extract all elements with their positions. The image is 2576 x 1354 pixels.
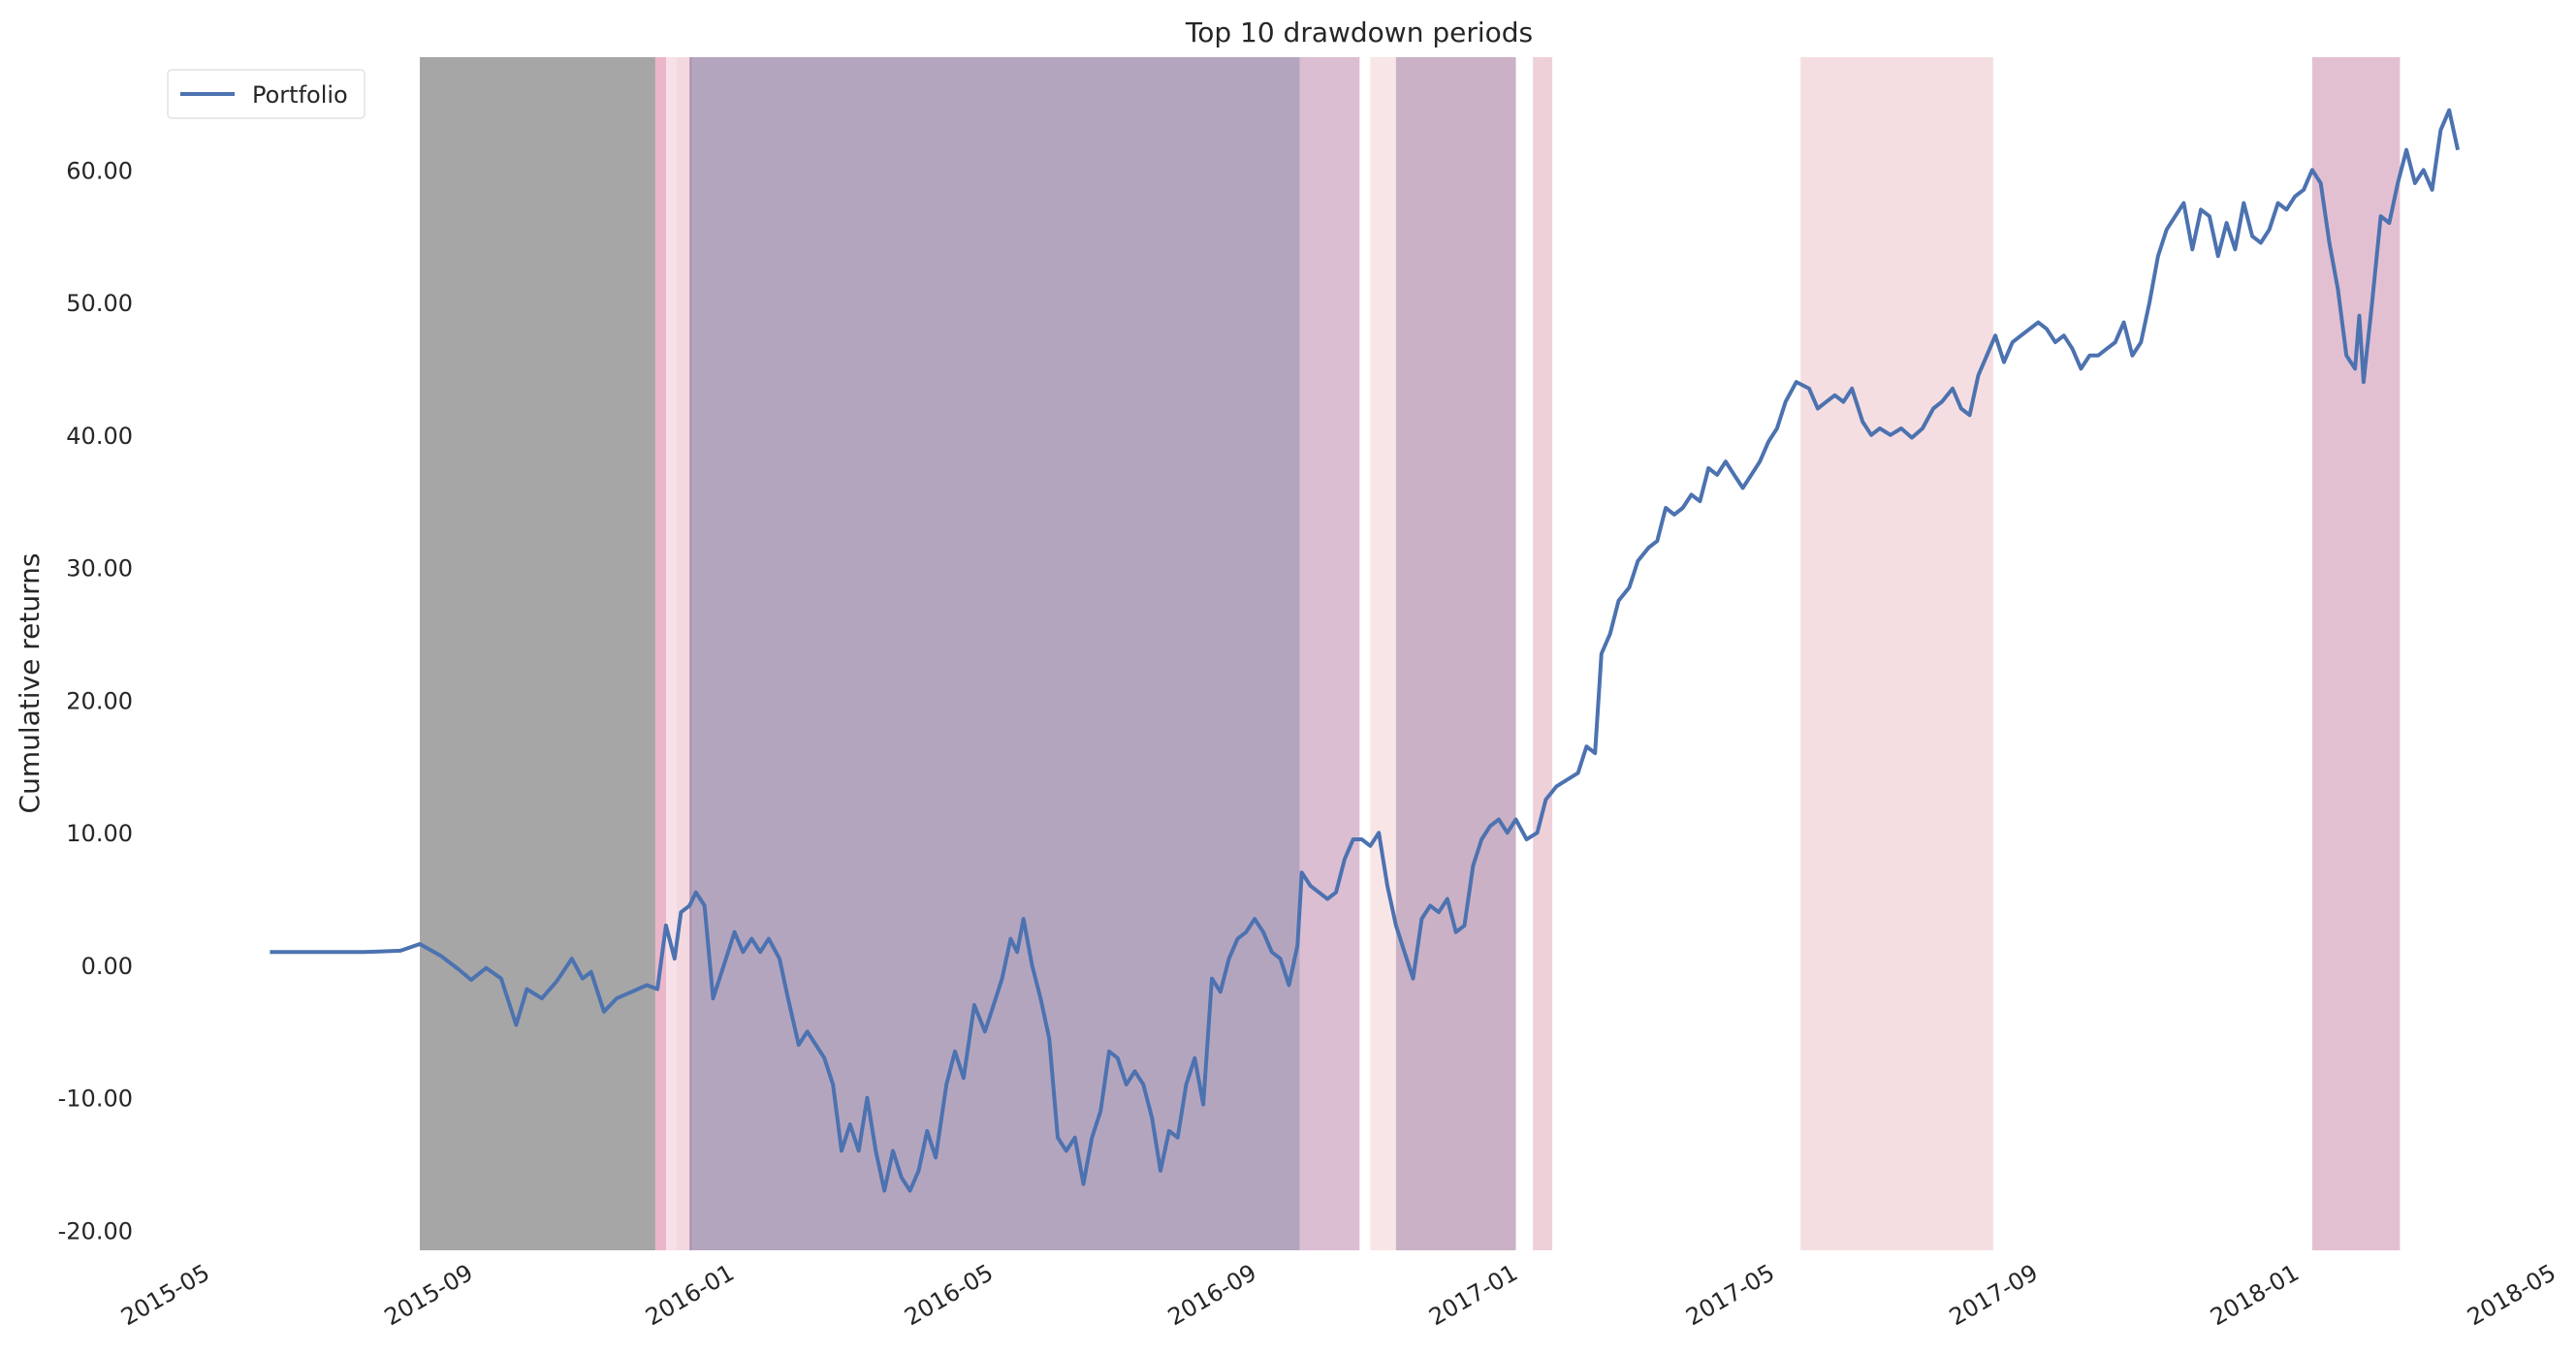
legend-label-portfolio: Portfolio <box>252 81 348 109</box>
drawdown-band-6 <box>1299 57 1360 1250</box>
drawdown-band-10 <box>1800 57 1993 1250</box>
y-tick-label: -10.00 <box>58 1086 133 1113</box>
series-line-portfolio <box>270 108 2461 1193</box>
x-tick-label: 2018-01 <box>2206 1259 2304 1331</box>
drawdown-band-3 <box>665 57 677 1250</box>
y-tick-label: -20.00 <box>58 1217 133 1244</box>
x-tick-label: 2015-05 <box>116 1259 214 1331</box>
drawdown-bands <box>420 57 2401 1250</box>
x-tick-label: 2016-01 <box>641 1259 739 1331</box>
y-tick-label: 40.00 <box>66 423 133 450</box>
x-tick-label: 2016-09 <box>1163 1259 1261 1331</box>
y-axis-ticks: -20.00 -10.00 0.00 10.00 20.00 30.00 40.00 50.0… <box>58 157 133 1244</box>
y-tick-label: 30.00 <box>66 555 133 583</box>
drawdown-band-11 <box>2311 57 2401 1250</box>
x-tick-label: 2017-01 <box>1424 1259 1522 1331</box>
chart-title: Top 10 drawdown periods <box>1185 16 1533 48</box>
drawdown-band-9 <box>1533 57 1553 1250</box>
drawdown-band-1 <box>420 57 655 1250</box>
y-tick-label: 20.00 <box>66 687 133 714</box>
legend: Portfolio <box>167 69 366 119</box>
drawdown-band-4 <box>676 57 692 1250</box>
drawdown-band-5 <box>689 57 1300 1250</box>
drawdown-band-7 <box>1370 57 1396 1250</box>
drawdown-band-2 <box>654 57 666 1250</box>
x-tick-label: 2017-09 <box>1945 1259 2043 1331</box>
x-tick-label: 2016-05 <box>900 1259 998 1331</box>
y-tick-label: 10.00 <box>66 820 133 847</box>
y-axis-label: Cumulative returns <box>14 553 46 814</box>
legend-box <box>167 69 366 119</box>
x-tick-label: 2015-09 <box>380 1259 478 1331</box>
x-axis-ticks: 2015-05 2015-09 2016-01 2016-05 2016-09 2017-… <box>116 1259 2560 1331</box>
x-tick-label: 2018-05 <box>2463 1259 2560 1331</box>
y-tick-label: 0.00 <box>81 953 133 980</box>
y-tick-label: 50.00 <box>66 290 133 317</box>
x-tick-label: 2017-05 <box>1681 1259 1779 1331</box>
y-tick-label: 60.00 <box>66 157 133 184</box>
drawdown-band-8 <box>1395 57 1516 1250</box>
